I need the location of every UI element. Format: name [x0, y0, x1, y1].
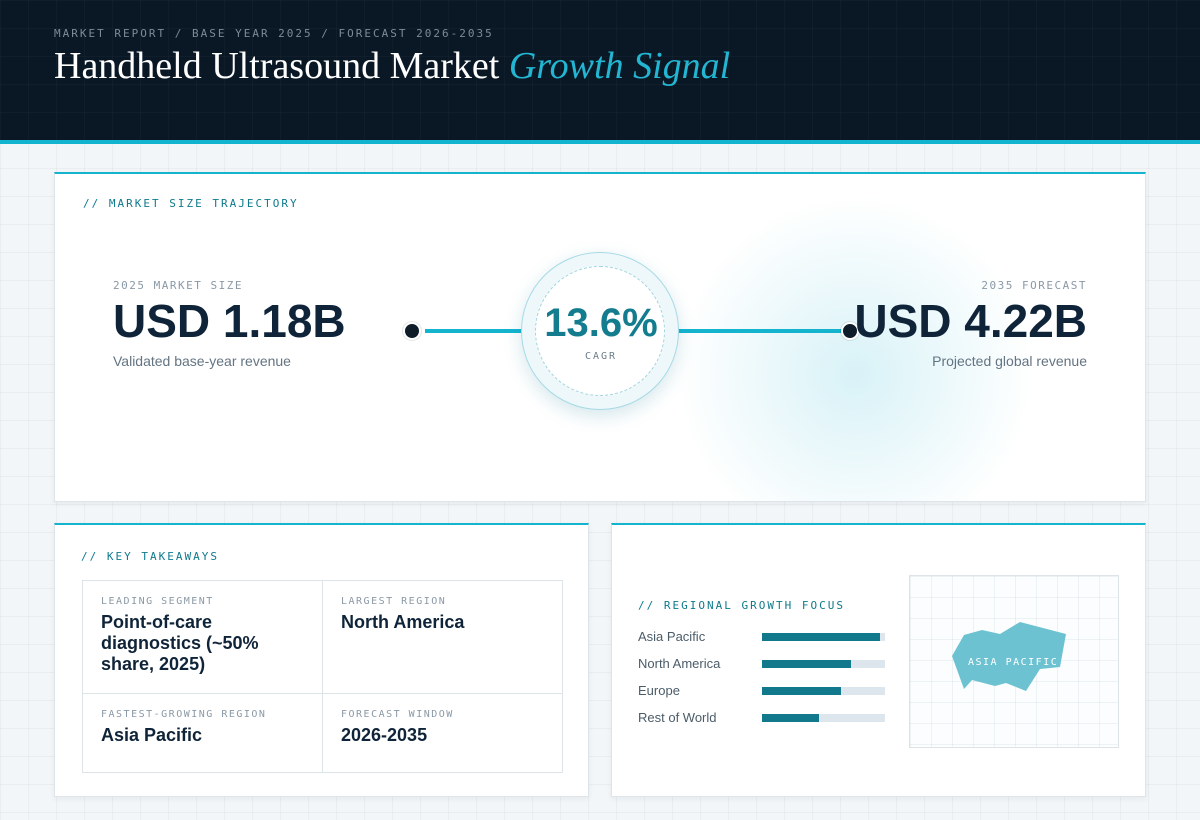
region-bar-row: Rest of World — [638, 708, 886, 735]
cagr-value: 13.6% — [544, 301, 658, 345]
region-bar-track — [762, 633, 885, 641]
takeaway-label: LEADING SEGMENT — [101, 596, 214, 607]
takeaway-label: FASTEST-GROWING REGION — [101, 709, 267, 720]
takeaway-value: Asia Pacific — [101, 725, 203, 745]
region-bar-fill — [762, 714, 819, 722]
market-size-trajectory-card: // MARKET SIZE TRAJECTORY 2025 MARKET SI… — [54, 172, 1146, 502]
takeaway-value: 2026-2035 — [341, 725, 428, 745]
region-bar-track — [762, 660, 885, 668]
region-bar-row: Asia Pacific — [638, 627, 886, 654]
region-bar-fill — [762, 633, 881, 641]
region-bar-row: Europe — [638, 681, 886, 708]
base-year-label: 2025 MARKET SIZE — [113, 279, 243, 292]
region-map: ASIA PACIFIC — [909, 575, 1119, 748]
takeaway-cell-leading-segment: LEADING SEGMENT Point-of-care diagnostic… — [83, 581, 323, 694]
region-name: Rest of World — [638, 710, 717, 725]
cagr-inner-ring: 13.6% CAGR — [535, 266, 665, 396]
takeaway-cell-largest-region: LARGEST REGION North America — [323, 581, 563, 694]
regional-section-label: // REGIONAL GROWTH FOCUS — [638, 599, 845, 612]
forecast-label: 2035 FORECAST — [981, 279, 1087, 292]
region-bar-track — [762, 687, 885, 695]
title-accent: Growth Signal — [508, 45, 731, 87]
trajectory-end-dot — [841, 322, 859, 340]
trajectory-section-label: // MARKET SIZE TRAJECTORY — [83, 197, 299, 210]
forecast-desc: Projected global revenue — [932, 353, 1087, 369]
takeaway-value: North America — [341, 612, 465, 632]
region-bar-fill — [762, 660, 851, 668]
regional-bars: Asia Pacific North America Europe Rest o… — [638, 627, 886, 735]
trajectory-start-dot — [403, 322, 421, 340]
takeaway-label: FORECAST WINDOW — [341, 709, 454, 720]
page-title: Handheld Ultrasound Market Growth Signal — [54, 44, 730, 88]
takeaway-label: LARGEST REGION — [341, 596, 447, 607]
takeaway-cell-forecast-window: FORECAST WINDOW 2026-2035 — [323, 694, 563, 772]
region-bar-track — [762, 714, 885, 722]
takeaway-cell-fastest-growing-region: FASTEST-GROWING REGION Asia Pacific — [83, 694, 323, 772]
asia-pacific-region — [952, 622, 1066, 691]
forecast-value: USD 4.22B — [854, 295, 1087, 347]
cagr-badge: 13.6% CAGR — [521, 252, 679, 410]
map-region-label: ASIA PACIFIC — [968, 657, 1059, 668]
region-bar-fill — [762, 687, 841, 695]
region-bar-row: North America — [638, 654, 886, 681]
takeaway-value: Point-of-care diagnostics (~50% share, 2… — [101, 612, 259, 674]
regional-growth-card: // REGIONAL GROWTH FOCUS Asia Pacific No… — [611, 523, 1146, 797]
base-year-desc: Validated base-year revenue — [113, 353, 291, 369]
takeaways-section-label: // KEY TAKEAWAYS — [81, 550, 219, 563]
asia-pacific-map-shape — [952, 622, 1066, 691]
region-name: North America — [638, 656, 721, 671]
report-header: MARKET REPORT / BASE YEAR 2025 / FORECAS… — [0, 0, 1200, 144]
key-takeaways-card: // KEY TAKEAWAYS LEADING SEGMENT Point-o… — [54, 523, 589, 797]
base-year-value: USD 1.18B — [113, 295, 346, 347]
cagr-label: CAGR — [584, 351, 618, 362]
region-name: Europe — [638, 683, 680, 698]
report-eyebrow: MARKET REPORT / BASE YEAR 2025 / FORECAS… — [54, 27, 494, 40]
title-main: Handheld Ultrasound Market — [54, 45, 500, 87]
region-name: Asia Pacific — [638, 629, 706, 644]
background-glow — [675, 194, 1035, 501]
takeaways-grid: LEADING SEGMENT Point-of-care diagnostic… — [82, 580, 563, 773]
